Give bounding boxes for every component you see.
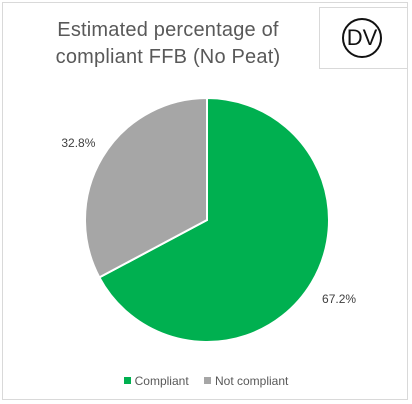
chart-legend: Compliant Not compliant [3, 373, 409, 388]
chart-title-line-1: Estimated percentage of [57, 19, 279, 41]
logo-box: DV [319, 7, 408, 69]
pie-slice-compliant [98, 96, 330, 343]
legend-item-not-compliant: Not compliant [204, 374, 288, 388]
chart-title-line-2: compliant FFB (No Peat) [55, 46, 281, 68]
pie-chart: 67.2% 32.8% [61, 96, 356, 343]
legend-swatch-compliant [123, 377, 131, 384]
dv-logo: DV [342, 18, 382, 58]
chart-title: Estimated percentage of compliant FFB (N… [3, 17, 333, 71]
legend-item-compliant: Compliant [123, 373, 189, 388]
data-label-compliant: 67.2% [322, 292, 356, 306]
legend-swatch-not-compliant [204, 377, 211, 384]
legend-label-not-compliant: Not compliant [215, 373, 289, 388]
legend-label-compliant: Compliant [134, 373, 189, 388]
pie-slice-not-compliant [84, 96, 208, 279]
chart-frame: Estimated percentage of compliant FFB (N… [2, 2, 408, 400]
data-label-not-compliant: 32.8% [61, 136, 95, 150]
dv-logo-text: DV [346, 25, 378, 50]
